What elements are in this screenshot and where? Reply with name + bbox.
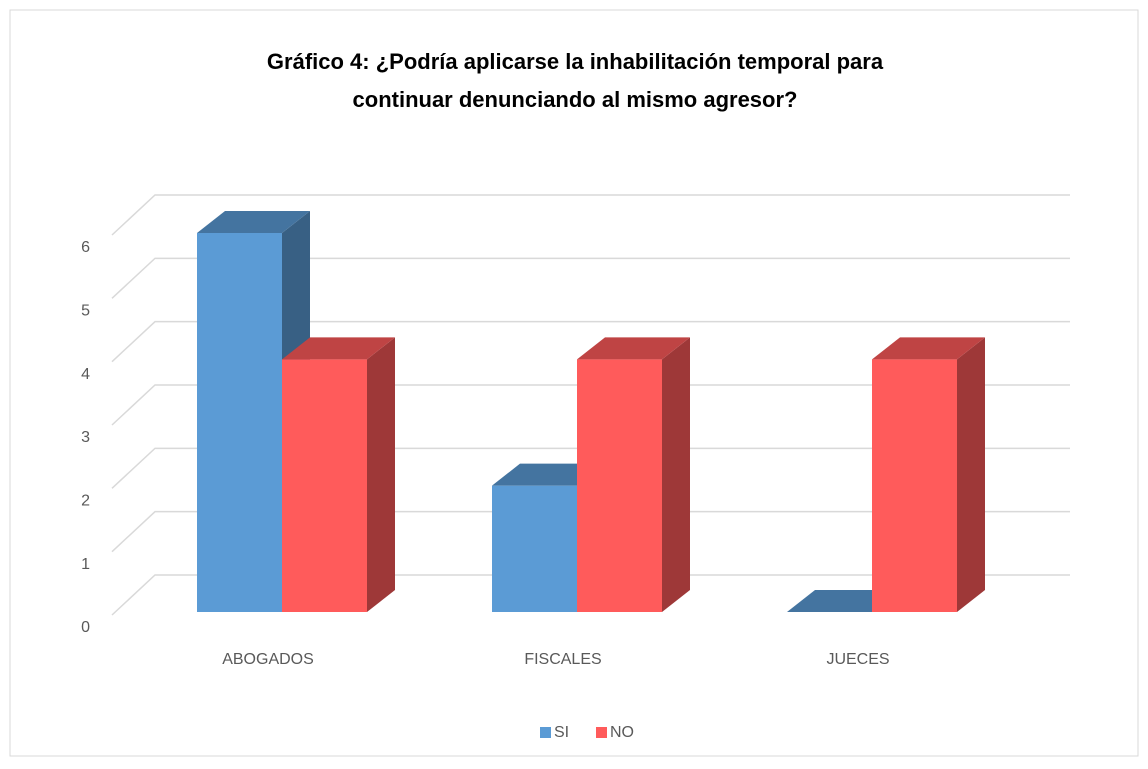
y-tick-label: 6 bbox=[81, 239, 90, 256]
bar-top bbox=[197, 211, 310, 233]
x-tick-label: FISCALES bbox=[524, 651, 601, 668]
bar bbox=[492, 485, 577, 612]
bar bbox=[282, 359, 367, 612]
grid-line bbox=[111, 257, 1070, 299]
y-tick-label: 1 bbox=[81, 556, 90, 573]
bar-side bbox=[662, 337, 690, 612]
grid-line bbox=[111, 447, 1070, 489]
grid-line bbox=[111, 384, 1070, 426]
y-tick-label: 2 bbox=[81, 493, 90, 510]
bar-side bbox=[367, 337, 395, 612]
legend-swatch bbox=[596, 727, 607, 738]
legend-swatch bbox=[540, 727, 551, 738]
y-tick-label: 5 bbox=[81, 303, 90, 320]
bar-side bbox=[957, 337, 985, 612]
grid-line bbox=[111, 320, 1070, 363]
bar bbox=[577, 359, 662, 612]
grid-line bbox=[111, 574, 1070, 616]
x-tick-label: ABOGADOS bbox=[222, 651, 314, 668]
chart-title: Gráfico 4: ¿Podría aplicarse la inhabili… bbox=[267, 49, 884, 74]
y-tick-label: 3 bbox=[81, 429, 90, 446]
bar bbox=[197, 233, 282, 612]
bar-top bbox=[872, 337, 985, 360]
grid-line bbox=[111, 194, 1070, 236]
y-tick-label: 4 bbox=[81, 366, 90, 383]
chart-title: continuar denunciando al mismo agresor? bbox=[353, 87, 798, 112]
bar bbox=[872, 359, 957, 612]
bar-top bbox=[787, 590, 900, 612]
bar-top bbox=[282, 337, 395, 360]
grid-line bbox=[111, 510, 1070, 553]
legend-label: SI bbox=[554, 724, 569, 741]
x-tick-label: JUECES bbox=[826, 651, 889, 668]
bar-top bbox=[577, 337, 690, 360]
y-tick-label: 0 bbox=[81, 619, 90, 636]
legend-label: NO bbox=[610, 724, 634, 741]
bar-top bbox=[492, 463, 605, 486]
